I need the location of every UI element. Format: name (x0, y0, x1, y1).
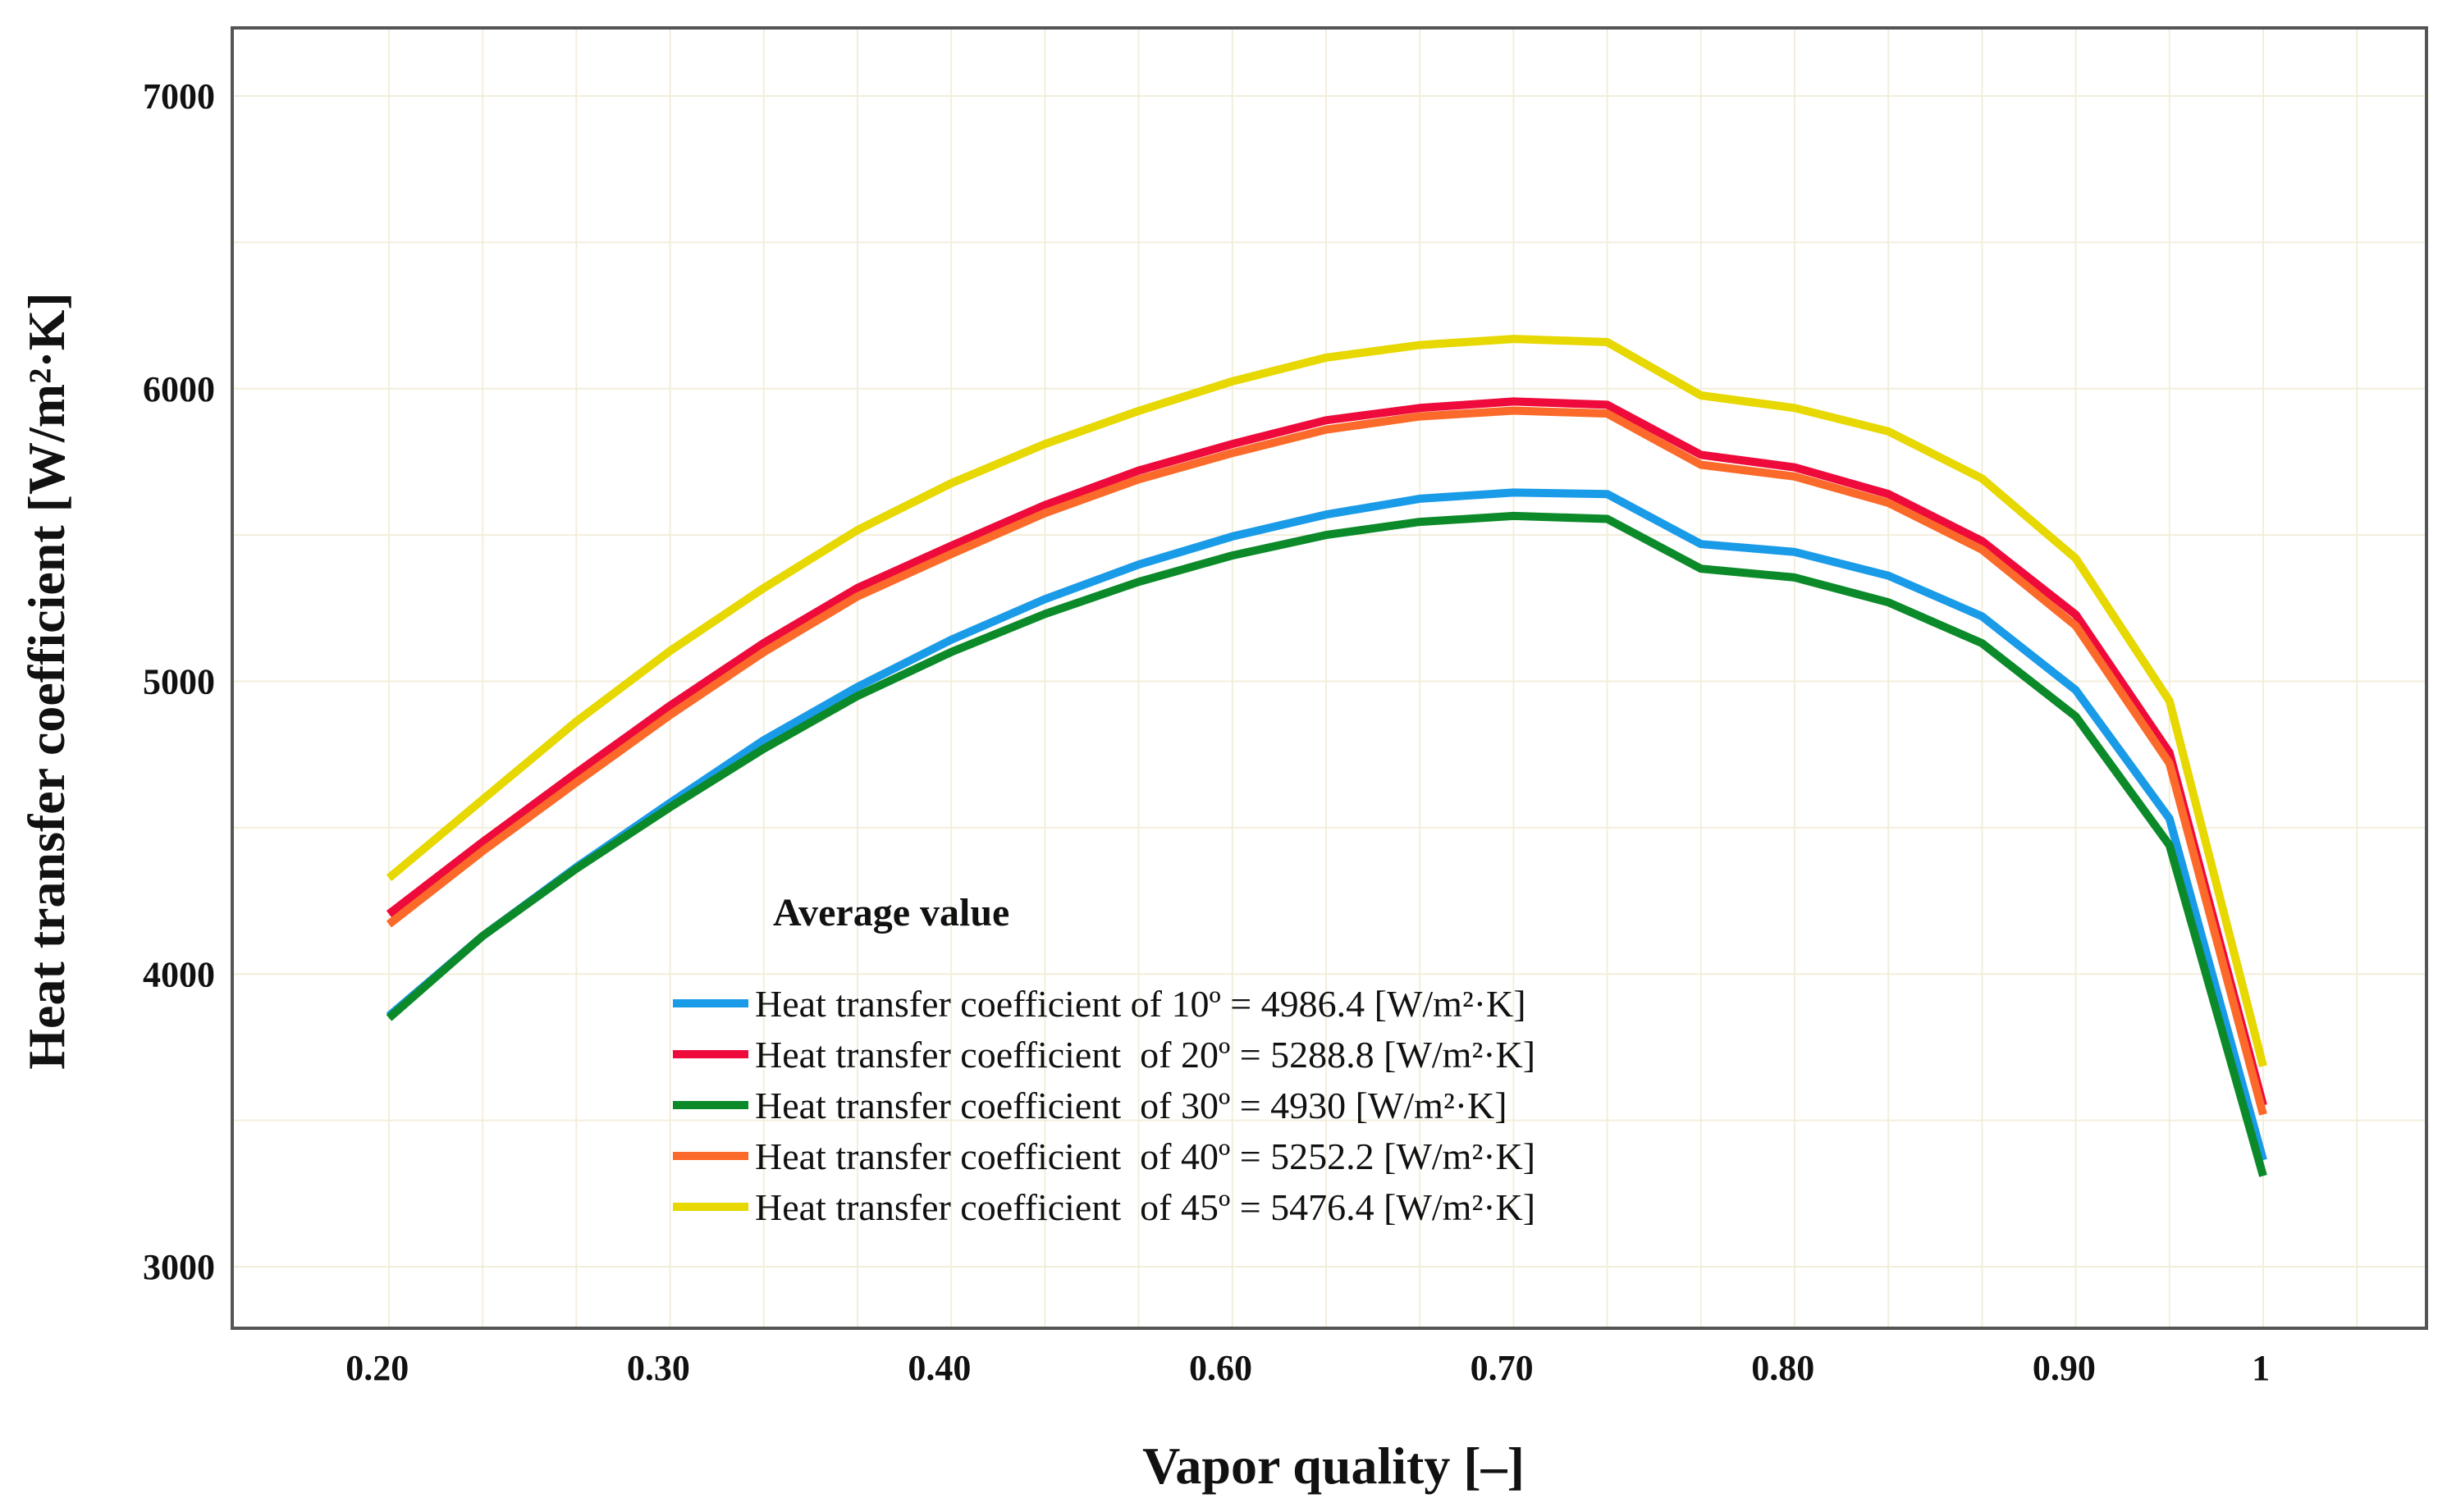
y-tick-label: 4000 (143, 954, 215, 994)
x-tick-label: 0.30 (627, 1348, 690, 1388)
x-tick-labels: 0.20 0.30 0.40 0.60 0.70 0.80 0.90 1 (345, 1348, 2270, 1388)
x-tick-label: 1 (2252, 1348, 2270, 1388)
y-tick-label: 7000 (143, 76, 215, 116)
legend-label: Heat transfer coefficient of 20º = 5288.… (755, 1033, 1536, 1076)
legend-label: Heat transfer coefficient of 45º = 5476.… (755, 1185, 1536, 1228)
legend-swatch (673, 1101, 748, 1109)
series-group (386, 335, 2267, 1177)
legend-item: Heat transfer coefficient of 10º = 4986.… (673, 978, 1535, 1029)
legend-label: Heat transfer coefficient of 40º = 5252.… (755, 1135, 1536, 1177)
legend-swatch (673, 1203, 748, 1211)
legend-swatch (673, 1152, 748, 1160)
plot-frame (231, 26, 2428, 1330)
legend-title: Average value (773, 891, 1010, 934)
x-axis-title: Vapor quality [–] (1142, 1437, 1525, 1495)
legend-item: Heat transfer coefficient of 20º = 5288.… (673, 1029, 1535, 1080)
y-tick-labels: 3000 4000 5000 6000 7000 (143, 76, 215, 1287)
y-tick-label: 5000 (143, 662, 215, 702)
x-tick-label: 0.40 (908, 1348, 971, 1388)
grid (232, 28, 2426, 1328)
legend-item: Heat transfer coefficient of 45º = 5476.… (673, 1181, 1535, 1232)
y-axis-title: Heat transfer coefficient [W/m²·K] (17, 292, 75, 1069)
x-tick-label: 0.70 (1470, 1348, 1534, 1388)
legend-swatch (673, 999, 748, 1007)
legend-item: Heat transfer coefficient of 40º = 5252.… (673, 1131, 1535, 1181)
y-tick-label: 6000 (143, 369, 215, 409)
legend-swatch (673, 1050, 748, 1058)
legend-item: Heat transfer coefficient of 30º = 4930 … (673, 1080, 1535, 1131)
x-tick-label: 0.60 (1189, 1348, 1252, 1388)
legend: Average value Heat transfer coefficient … (673, 890, 1535, 1232)
legend-label: Heat transfer coefficient of 30º = 4930 … (755, 1084, 1507, 1126)
y-tick-label: 3000 (143, 1247, 215, 1287)
legend-label: Heat transfer coefficient of 10º = 4986.… (755, 982, 1526, 1025)
x-tick-label: 0.20 (345, 1348, 409, 1388)
x-tick-label: 0.90 (2033, 1348, 2096, 1388)
x-tick-label: 0.80 (1751, 1348, 1814, 1388)
